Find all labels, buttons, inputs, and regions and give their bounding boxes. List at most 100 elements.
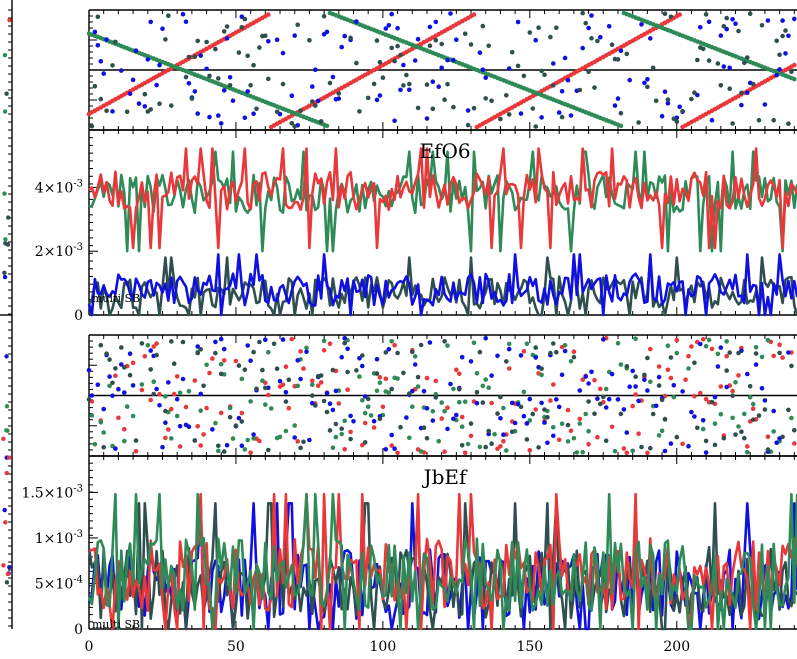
top-phase-point-slate — [665, 97, 671, 102]
bottom-phase-point-red — [498, 444, 503, 449]
bottom-phase-point-blue — [692, 414, 697, 419]
bottom-phase-point-slate — [333, 421, 339, 427]
bottom-phase-point-red — [148, 397, 153, 403]
bottom-phase-point-slate — [483, 444, 489, 450]
bottom-phase-point-blue — [712, 394, 718, 400]
top-phase-point-blue — [98, 59, 104, 64]
top-phase-point-slate — [515, 63, 521, 69]
top-phase-point-blue — [280, 50, 286, 56]
bottom-phase-point-blue — [577, 388, 583, 393]
bottom-phase-point-slate — [286, 377, 292, 383]
top-phase-point-blue — [551, 61, 556, 66]
top-phase-point-blue — [480, 67, 486, 72]
bottom-phase-point-slate — [339, 426, 345, 432]
top-phase-point-blue — [192, 89, 198, 94]
bottom-phase-point-green — [665, 343, 671, 349]
bottom-phase-point-slate — [750, 417, 756, 423]
bottom-phase-point-blue — [501, 432, 506, 438]
bottom-phase-point-slate — [401, 370, 406, 376]
top-phase-point-slate — [527, 30, 533, 35]
bottom-phase-point-green — [630, 448, 635, 454]
bottom-phase-point-green — [177, 390, 183, 396]
bottom-phase-point-red — [571, 349, 577, 355]
left-partial-point — [2, 274, 8, 280]
bottom-phase-point-green — [362, 410, 368, 416]
bottom-phase-point-red — [218, 410, 224, 416]
bottom-phase-point-red — [295, 439, 301, 444]
top-phase-point-slate — [213, 46, 218, 52]
top-phase-point-slate — [451, 104, 456, 110]
bottom-phase-point-slate — [692, 360, 697, 366]
bottom-amp-xtick-label: 200 — [663, 639, 690, 655]
bottom-phase-point-green — [674, 350, 680, 356]
top-phase-point-slate — [674, 119, 680, 124]
top-phase-point-slate — [483, 96, 489, 101]
top-phase-point-slate — [163, 37, 168, 42]
bottom-phase-point-blue — [542, 420, 547, 425]
bottom-phase-point-slate — [695, 425, 700, 431]
bottom-phase-point-red — [598, 386, 603, 392]
top-phase-point-slate — [542, 72, 547, 78]
top-phase-point-slate — [498, 116, 503, 122]
left-partial-point — [6, 215, 11, 220]
bottom-phase-point-red — [501, 438, 506, 444]
bottom-phase-point-slate — [674, 434, 680, 440]
bottom-phase-point-slate — [327, 428, 333, 433]
bottom-phase-point-red — [318, 380, 324, 385]
bottom-phase-point-red — [718, 384, 724, 389]
bottom-phase-point-slate — [756, 413, 762, 418]
bottom-phase-point-red — [345, 387, 350, 393]
top-phase-point-slate — [786, 121, 791, 126]
top-phase-point-slate — [254, 106, 259, 112]
bottom-phase-point-slate — [536, 445, 541, 450]
bottom-phase-point-blue — [589, 369, 594, 375]
top-phase-point-slate — [736, 28, 741, 34]
bottom-phase-point-green — [700, 426, 706, 432]
left-partial-point — [7, 564, 12, 570]
bottom-phase-point-slate — [148, 367, 153, 372]
top-phase-point-slate — [348, 35, 353, 41]
bottom-phase-point-red — [489, 400, 494, 406]
bottom-phase-point-blue — [627, 384, 632, 390]
bottom-phase-point-red — [624, 450, 630, 456]
bottom-phase-point-slate — [518, 404, 524, 410]
top-phase-point-slate — [718, 83, 724, 88]
bottom-phase-point-green — [174, 413, 180, 419]
bottom-amp-xtick-label: 50 — [227, 639, 245, 655]
bottom-phase-point-red — [636, 431, 641, 437]
top-phase-point-slate — [727, 86, 732, 91]
bottom-phase-point-red — [239, 410, 245, 416]
top-phase-point-blue — [186, 81, 192, 86]
bottom-phase-point-slate — [542, 407, 547, 412]
top-phase-point-slate — [186, 54, 192, 60]
bottom-phase-point-blue — [210, 427, 215, 432]
bottom-phase-point-green — [656, 433, 662, 438]
top-phase-point-slate — [307, 38, 312, 43]
bottom-phase-point-blue — [148, 348, 153, 353]
bottom-phase-point-slate — [254, 386, 259, 392]
bottom-phase-point-slate — [724, 368, 729, 373]
bottom-phase-point-red — [433, 378, 439, 384]
bottom-phase-point-green — [753, 345, 759, 350]
bottom-phase-point-green — [715, 351, 721, 357]
bottom-phase-point-slate — [242, 367, 248, 373]
bottom-phase-point-slate — [601, 394, 606, 400]
bottom-phase-point-red — [195, 424, 200, 429]
top-phase-point-slate — [298, 108, 303, 113]
bottom-phase-point-slate — [639, 444, 644, 450]
bottom-phase-point-slate — [703, 438, 709, 444]
bottom-phase-point-red — [442, 449, 447, 455]
bottom-phase-point-red — [163, 435, 168, 441]
bottom-phase-point-red — [527, 448, 533, 453]
bottom-phase-point-red — [315, 383, 321, 389]
bottom-phase-point-blue — [603, 405, 609, 410]
bottom-phase-point-red — [680, 441, 685, 447]
top-phase-point-slate — [371, 81, 377, 87]
top-phase-point-blue — [483, 75, 489, 80]
top-phase-point-slate — [583, 20, 588, 26]
top-phase-point-slate — [480, 23, 486, 29]
bottom-phase-point-green — [504, 448, 509, 453]
bottom-phase-point-slate — [712, 442, 718, 448]
top-phase-point-slate — [662, 11, 668, 16]
top-phase-point-blue — [721, 64, 727, 69]
